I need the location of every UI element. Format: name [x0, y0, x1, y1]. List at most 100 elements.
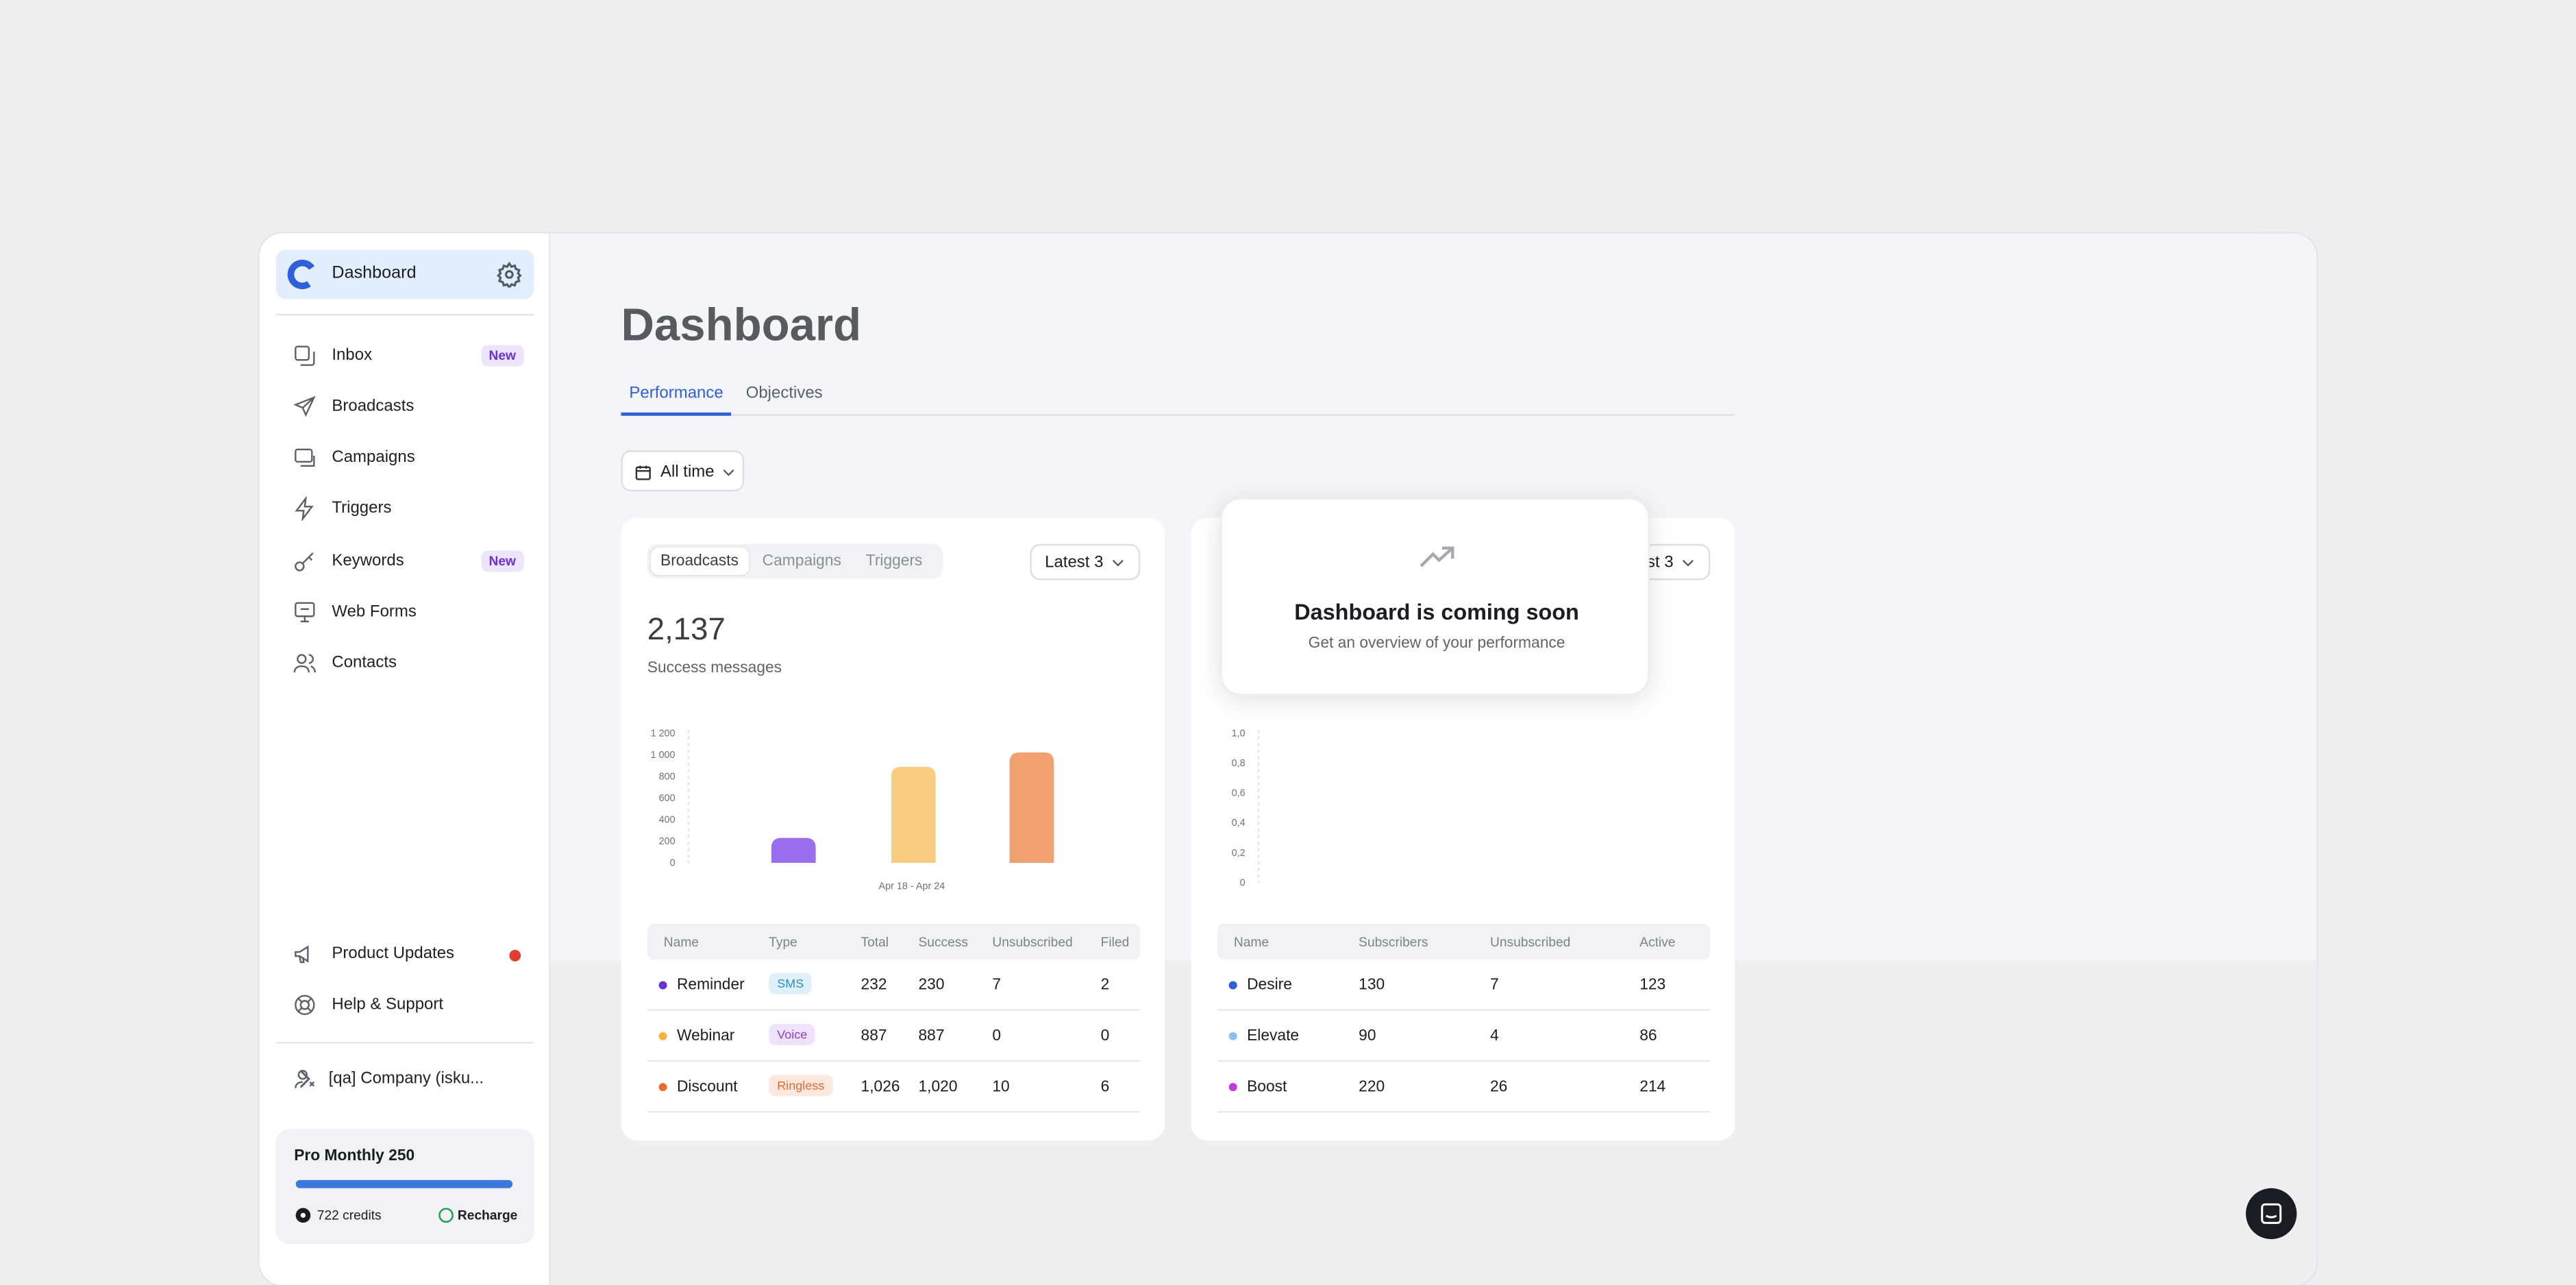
bar-discount[interactable] [1009, 752, 1054, 863]
column-header: Filed [1100, 935, 1130, 951]
row-success: 1,020 [918, 1078, 958, 1097]
sidebar-item-broadcasts[interactable]: Broadcasts [276, 387, 534, 429]
segment-broadcasts[interactable]: Broadcasts [650, 547, 749, 576]
y-tick-label: 0 [1240, 878, 1246, 889]
tab-performance[interactable]: Performance [621, 384, 732, 416]
row-name: Webinar [676, 1027, 735, 1046]
coin-icon [295, 1208, 311, 1223]
campaigns-icon [295, 448, 315, 467]
calendar-icon [635, 465, 651, 480]
monitor-icon [295, 602, 315, 622]
app-window: Dashboard Inbox New Broadcasts Campaigns… [259, 233, 2317, 1285]
column-header: Unsubscribed [1489, 935, 1571, 951]
table-row[interactable]: Desire 130 7 123 [1217, 959, 1711, 1011]
sidebar-item-label: Inbox [332, 346, 373, 365]
recharge-button[interactable]: Recharge [438, 1208, 517, 1223]
sidebar-header-title: Dashboard [332, 262, 417, 283]
new-badge: New [480, 550, 524, 572]
sidebar-item-label: Help & Support [332, 996, 444, 1014]
credits-label: 722 credits [317, 1208, 382, 1223]
table-row[interactable]: Elevate 90 4 86 [1217, 1011, 1711, 1062]
sidebar-item-help-support[interactable]: Help & Support [276, 984, 534, 1027]
sidebar-item-inbox[interactable]: Inbox New [276, 335, 534, 378]
type-badge: Voice [769, 1023, 816, 1046]
row-filed: 2 [1100, 976, 1110, 994]
megaphone-icon [295, 945, 309, 964]
success-total: 2,137 [647, 613, 726, 648]
row-name: Reminder [676, 976, 745, 994]
sidebar-item-product-updates[interactable]: Product Updates [276, 933, 534, 976]
popup-subtitle: Get an overview of your performance [1308, 634, 1565, 653]
row-color-dot [658, 1083, 667, 1092]
row-total: 1,026 [860, 1078, 900, 1097]
campaigns-table: Name Subscribers Unsubscribed Active Des… [1217, 923, 1711, 1113]
table-row[interactable]: Reminder SMS 232 230 7 2 [647, 959, 1141, 1011]
row-filed: 6 [1100, 1078, 1110, 1097]
latest-dropdown[interactable]: Latest 3 [1030, 543, 1141, 580]
sidebar-item-web-forms[interactable]: Web Forms [276, 591, 534, 634]
popup-title: Dashboard is coming soon [1294, 600, 1579, 625]
row-unsubscribed: 26 [1489, 1078, 1508, 1097]
row-unsubscribed: 7 [1489, 976, 1499, 994]
table-row[interactable]: Webinar Voice 887 887 0 0 [647, 1011, 1141, 1062]
type-badge: Ringless [769, 1075, 833, 1097]
segment-campaigns[interactable]: Campaigns [762, 552, 841, 571]
y-tick-label: 0,4 [1232, 818, 1246, 829]
sidebar-item-label: Broadcasts [332, 397, 414, 416]
row-subscribers: 220 [1359, 1078, 1385, 1097]
bar-reminder[interactable] [771, 837, 816, 863]
sidebar-item-label: Triggers [332, 499, 392, 518]
row-color-dot [658, 1031, 667, 1040]
sidebar-item-label: Campaigns [332, 448, 415, 467]
account-label: [qa] Company (isku... [328, 1070, 484, 1088]
sidebar-divider [275, 314, 534, 316]
tab-objectives[interactable]: Objectives [745, 384, 823, 403]
sidebar-item-contacts[interactable]: Contacts [276, 643, 534, 685]
coming-soon-popup: Dashboard is coming soon Get an overview… [1220, 498, 1650, 696]
sidebar-item-campaigns[interactable]: Campaigns [276, 437, 534, 480]
broadcasts-table: Name Type Total Success Unsubscribed Fil… [647, 923, 1141, 1113]
y-tick-label: 1 000 [651, 750, 676, 761]
sidebar-item-label: Keywords [332, 552, 404, 571]
row-active: 86 [1639, 1027, 1657, 1046]
plan-card: Pro Monthly 250 722 credits Recharge [275, 1129, 534, 1245]
credits-count: 722 credits [295, 1208, 382, 1223]
row-unsubscribed: 0 [992, 1027, 1002, 1046]
row-total: 887 [860, 1027, 887, 1046]
lifebuoy-icon [295, 994, 315, 1016]
credits-progress-fill [295, 1179, 513, 1188]
sidebar-item-keywords[interactable]: Keywords New [276, 541, 534, 583]
y-tick-label: 1,0 [1232, 728, 1246, 739]
sidebar-item-dashboard[interactable]: Dashboard [275, 249, 534, 299]
account-switcher[interactable]: [qa] Company (isku... [276, 1058, 534, 1101]
gear-icon[interactable] [496, 261, 522, 288]
y-tick-label: 0,8 [1232, 758, 1246, 769]
y-tick-label: 0,2 [1232, 848, 1246, 859]
send-icon [293, 395, 316, 417]
sidebar-item-triggers[interactable]: Triggers [276, 488, 534, 530]
table-row[interactable]: Boost 220 26 214 [1217, 1062, 1711, 1113]
tab-bar: Performance Objectives [621, 383, 1735, 416]
row-color-dot [1228, 1031, 1237, 1040]
latest-label: Latest 3 [1045, 554, 1104, 572]
bar-webinar[interactable] [891, 766, 936, 863]
column-header: Subscribers [1359, 935, 1428, 951]
chevron-right-icon [299, 1070, 310, 1088]
row-color-dot [1228, 981, 1237, 990]
row-filed: 0 [1100, 1027, 1110, 1046]
row-color-dot [658, 981, 667, 990]
segment-triggers[interactable]: Triggers [865, 552, 923, 571]
trending-up-icon [1420, 546, 1454, 567]
row-active: 123 [1639, 976, 1666, 994]
sidebar: Dashboard Inbox New Broadcasts Campaigns… [259, 233, 551, 1285]
type-badge: SMS [769, 972, 813, 994]
time-filter-dropdown[interactable]: All time [621, 450, 745, 492]
row-name: Elevate [1247, 1027, 1300, 1046]
table-row[interactable]: Discount Ringless 1,026 1,020 10 6 [647, 1062, 1141, 1113]
chat-launcher-button[interactable] [2246, 1188, 2297, 1240]
row-subscribers: 130 [1359, 976, 1385, 994]
bolt-icon [295, 496, 314, 522]
row-total: 232 [860, 976, 887, 994]
chat-icon [2261, 1203, 2282, 1224]
